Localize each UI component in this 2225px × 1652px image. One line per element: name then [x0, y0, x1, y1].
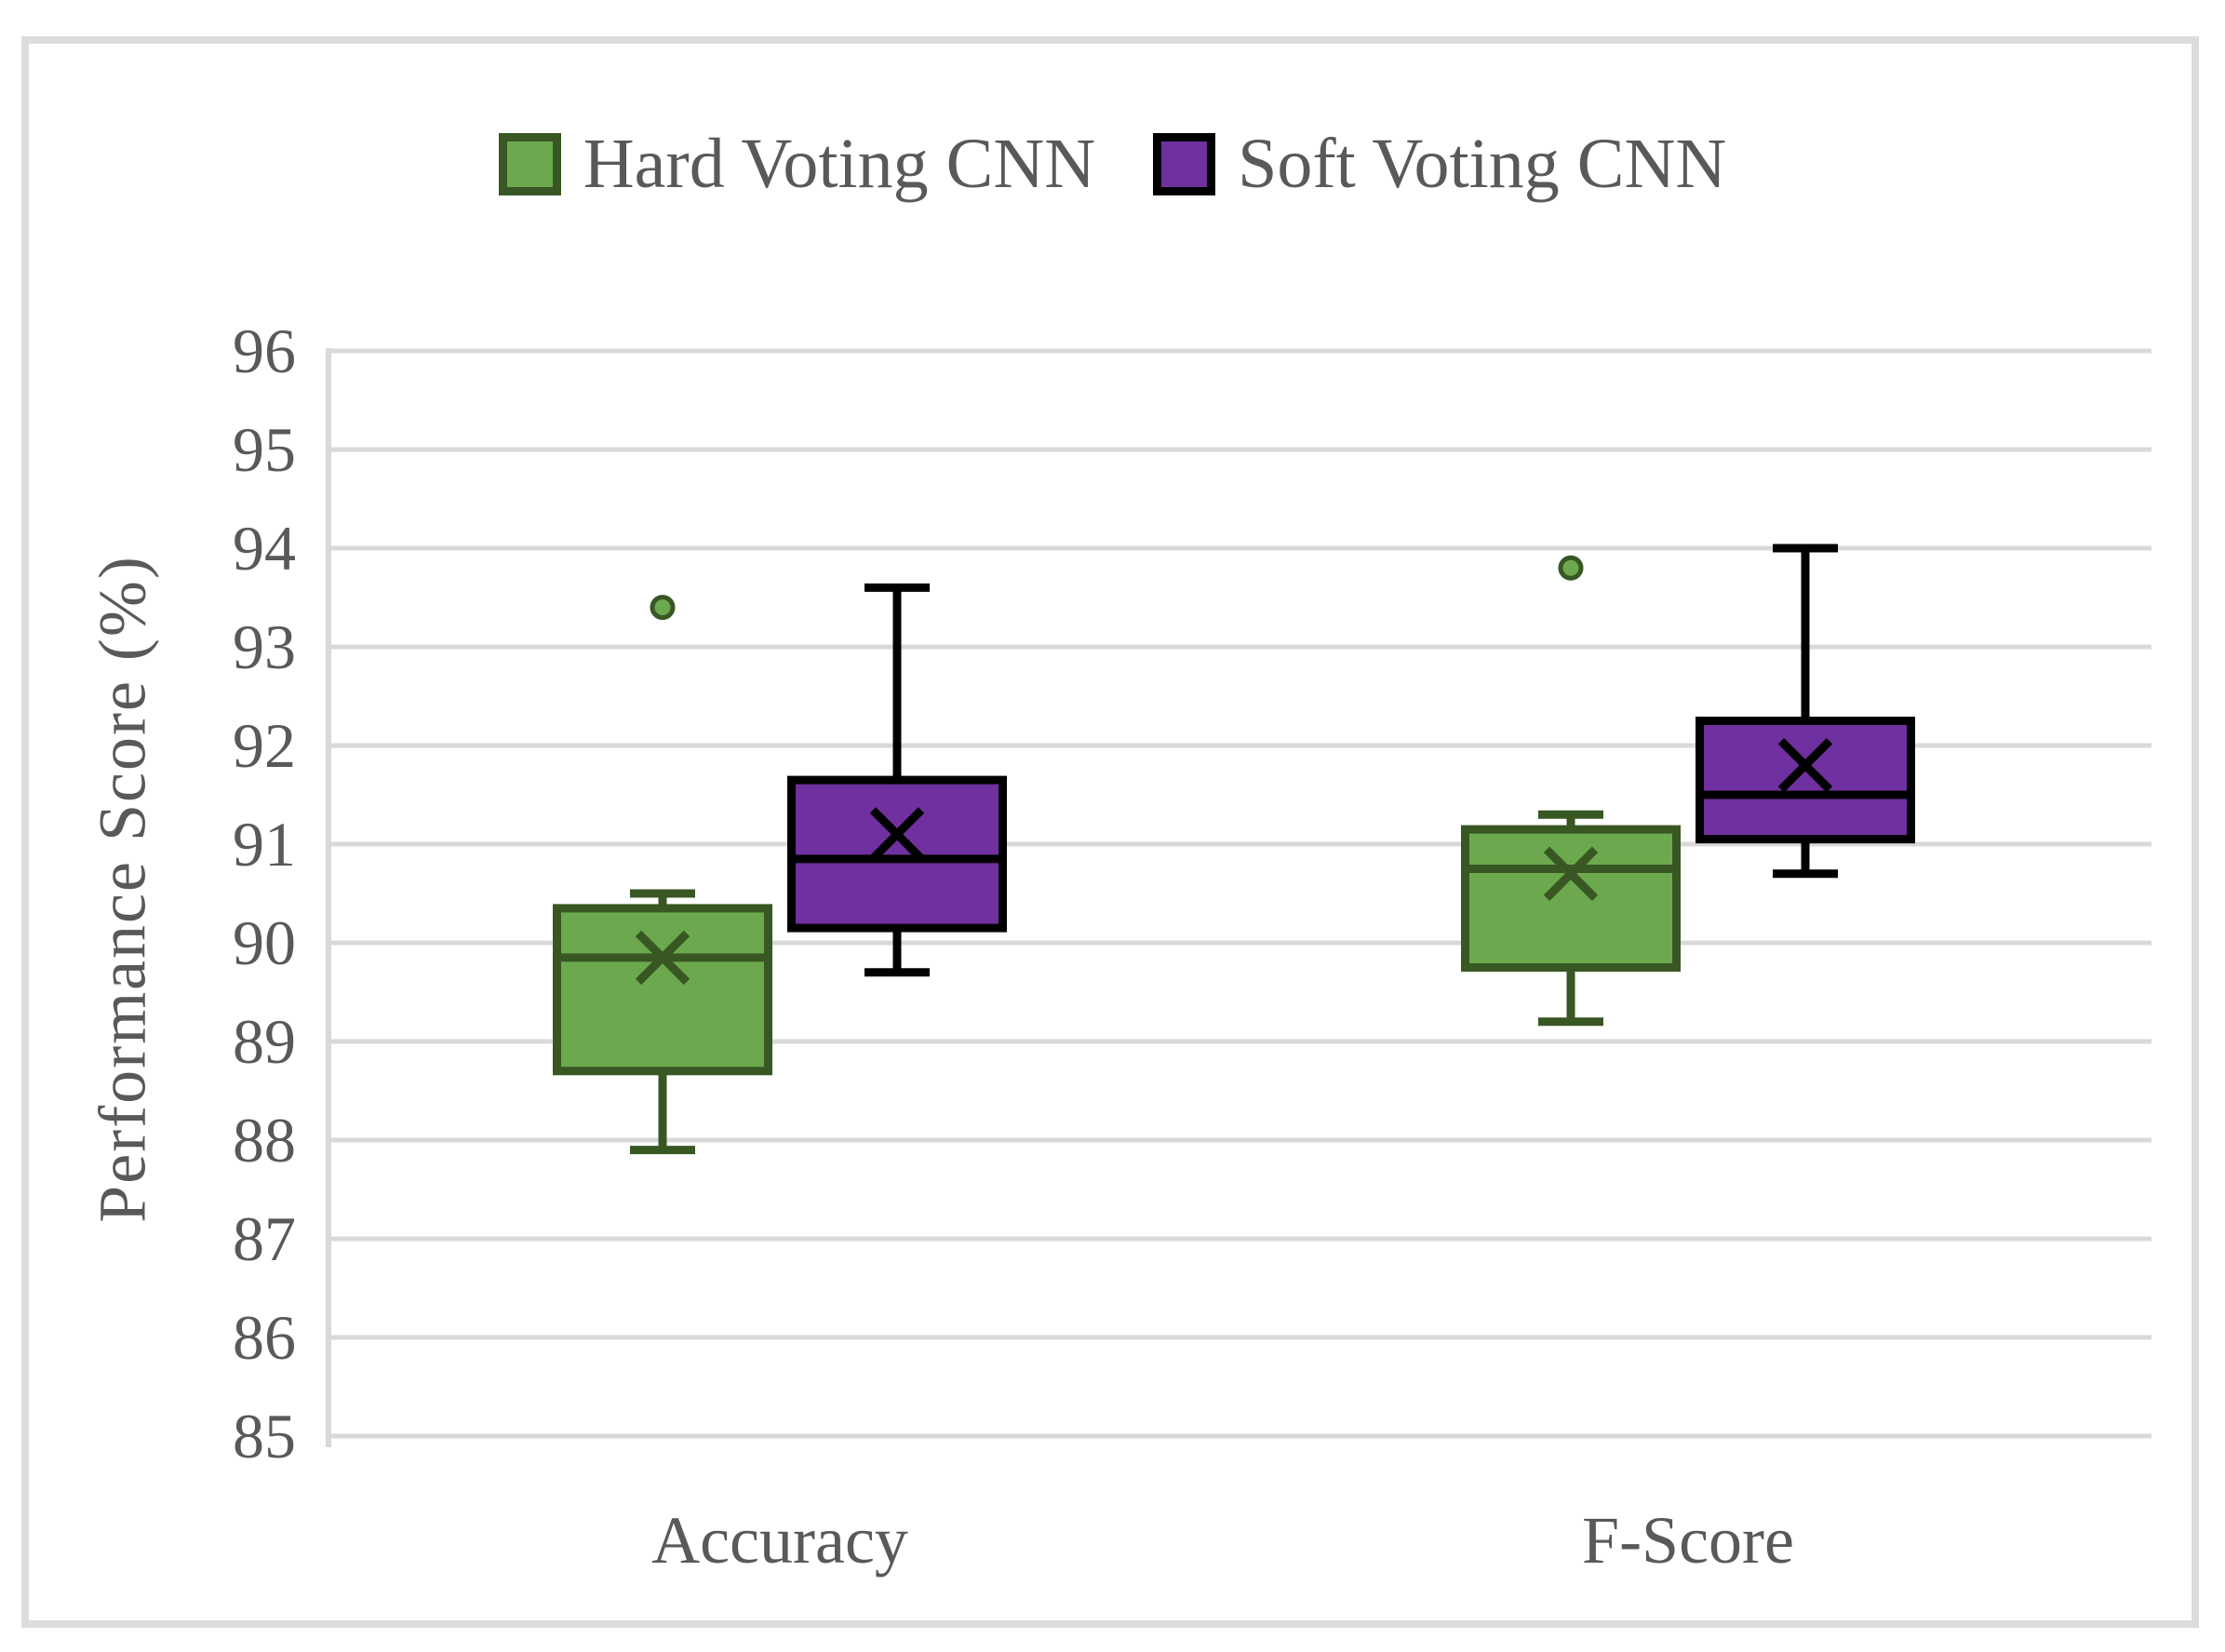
mean-marker-soft-voting-cnn-f-score: [1777, 738, 1833, 793]
box-soft-voting-cnn-f-score: [1696, 717, 1915, 844]
legend-item-hard-voting-cnn: Hard Voting CNN: [498, 125, 1096, 203]
y-tick-label-92: 92: [233, 710, 296, 781]
y-tick-label-86: 86: [233, 1302, 296, 1373]
legend-item-soft-voting-cnn: Soft Voting CNN: [1153, 128, 1726, 199]
figure-border: [21, 36, 2199, 1628]
mean-marker-hard-voting-cnn-accuracy: [635, 930, 690, 986]
legend-swatch-soft-voting-cnn: [1153, 132, 1216, 195]
y-tick-label-93: 93: [233, 611, 296, 682]
y-tick-label-95: 95: [233, 414, 296, 485]
legend: Hard Voting CNN Soft Voting CNN: [0, 128, 2225, 199]
x-category-label-accuracy: Accuracy: [651, 1503, 908, 1578]
y-tick-label-90: 90: [233, 907, 296, 978]
y-tick-label-88: 88: [233, 1105, 296, 1175]
box-hard-voting-cnn-accuracy: [553, 904, 772, 1076]
y-tick-label-87: 87: [233, 1203, 296, 1274]
legend-label-soft-voting-cnn: Soft Voting CNN: [1238, 125, 1727, 203]
x-category-label-f-score: F-Score: [1582, 1503, 1794, 1578]
y-tick-label-85: 85: [233, 1401, 296, 1471]
box-soft-voting-cnn-accuracy: [787, 775, 1007, 933]
outlier-point-hard-voting-cnn-accuracy: [650, 595, 676, 621]
box-hard-voting-cnn-f-score: [1461, 825, 1681, 972]
y-tick-label-89: 89: [233, 1006, 296, 1077]
mean-marker-hard-voting-cnn-f-score: [1543, 846, 1599, 901]
legend-label-hard-voting-cnn: Hard Voting CNN: [583, 125, 1096, 203]
y-tick-label-96: 96: [233, 316, 296, 386]
legend-swatch-hard-voting-cnn: [498, 132, 561, 195]
mean-marker-soft-voting-cnn-accuracy: [869, 807, 925, 862]
y-tick-label-91: 91: [233, 809, 296, 880]
y-tick-label-94: 94: [233, 513, 296, 584]
outlier-point-hard-voting-cnn-f-score: [1558, 555, 1584, 581]
